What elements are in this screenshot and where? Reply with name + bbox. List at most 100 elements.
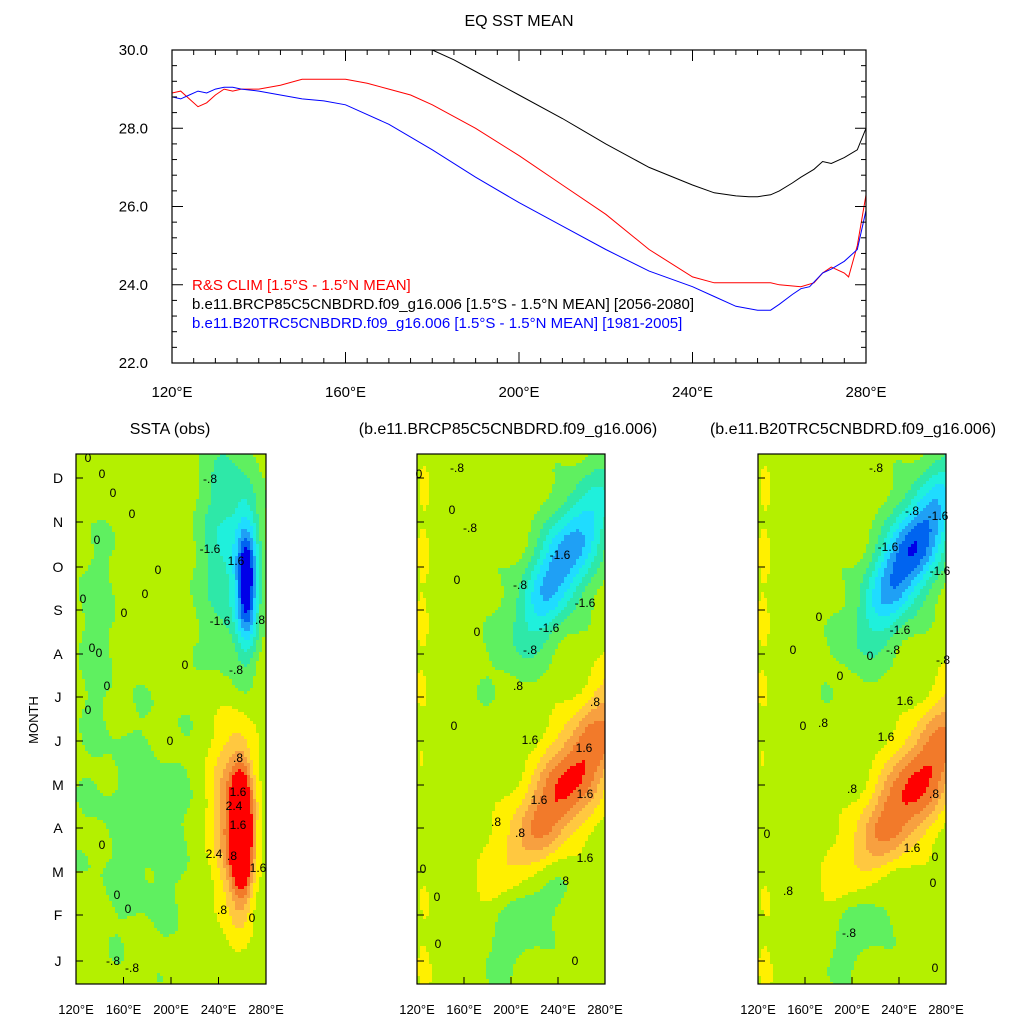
contour-label: 0 [435,937,442,951]
panel-x-tick-label: 160°E [787,1002,823,1017]
contour-label: 1.6 [228,554,245,568]
panel-x-tick-label: 280°E [928,1002,964,1017]
contour-label: .8 [255,613,265,627]
contour-label: 1.6 [577,787,594,801]
panel-20tr-title: (b.e11.B20TRC5CNBDRD.f09_g16.006) [710,421,996,438]
legend-entry-rcp85: b.e11.BRCP85C5CNBDRD.f09_g16.006 [1.5°S … [192,296,694,313]
month-tick-label: J [55,953,62,969]
contour-label: .8 [233,751,243,765]
contour-label: -.8 [513,578,527,592]
x-tick-label: 160°E [325,384,366,401]
y-axis-label-month: MONTH [26,696,41,744]
contour-label: 0 [99,838,106,852]
line-series-group [172,50,866,311]
contour-label: 1.6 [904,841,921,855]
month-tick-label: J [55,689,62,705]
contour-label: -.8 [905,504,919,518]
month-tick-label: A [53,646,63,662]
contour-label: -1.6 [200,542,221,556]
contour-label: -1.6 [550,548,571,562]
contour-label: -.8 [842,926,856,940]
line-series-1 [432,50,866,198]
legend: R&S CLIM [1.5°S - 1.5°N MEAN] b.e11.BRCP… [192,277,694,332]
contour-label: -.8 [229,663,243,677]
contour-label: 1.6 [577,851,594,865]
contour-label: 0 [85,703,92,717]
panel-20tr: (b.e11.B20TRC5CNBDRD.f09_g16.006) 120°E 1… [710,421,996,1017]
legend-entry-rs-clim: R&S CLIM [1.5°S - 1.5°N MEAN] [192,277,411,294]
contour-label: 0 [129,507,136,521]
contour-label: 0 [167,734,174,748]
contour-label: .8 [559,874,569,888]
panel-obs-title: SSTA (obs) [130,421,211,438]
contour-label: 0 [99,467,106,481]
panel-x-tick-label: 200°E [493,1002,529,1017]
line-series-2 [172,86,866,311]
contour-label: .8 [227,849,237,863]
contour-label: -.8 [936,653,950,667]
contour-label: 1.6 [522,733,539,747]
contour-label: 0 [454,573,461,587]
contour-label: 0 [96,646,103,660]
contour-label: .8 [217,903,227,917]
contour-label: 0 [80,592,87,606]
contour-label: 0 [110,486,117,500]
contour-label: -.8 [886,643,900,657]
panel-x-tick-label: 120°E [740,1002,776,1017]
contour-label: -1.6 [878,540,899,554]
y-tick-label: 24.0 [119,277,148,294]
contour-label: -1.6 [575,596,596,610]
panel-x-tick-label: 200°E [834,1002,870,1017]
contour-label: -.8 [523,643,537,657]
contour-label: 0 [449,503,456,517]
x-tick-label: 280°E [845,384,886,401]
contour-label: -.8 [125,961,139,975]
contour-label: 0 [930,876,937,890]
contour-label: .8 [929,787,939,801]
contour-label: .8 [783,884,793,898]
contour-label: 0 [474,625,481,639]
contour-label: -.8 [203,472,217,486]
contour-fill [417,454,605,984]
month-tick-label: A [53,820,63,836]
panel-x-tick-label: 240°E [540,1002,576,1017]
contour-label: 1.6 [230,785,247,799]
line-series-0 [172,78,866,288]
contour-label: .8 [818,716,828,730]
contour-label: 0 [790,643,797,657]
panel-x-tick-label: 200°E [153,1002,189,1017]
contour-label: 0 [121,606,128,620]
panel-x-tick-label: 160°E [446,1002,482,1017]
y-tick-label: 26.0 [119,199,148,216]
panel-obs: SSTA (obs) 120°E 160°E 200°E 240°E 280°E J F M A… [52,421,284,1017]
contour-label: -.8 [450,461,464,475]
panel-rcp85-body: 120°E 160°E 200°E 240°E 280°E0000000-.8-.8-1… [399,453,623,1017]
contour-label: 0 [932,961,939,975]
contour-label: .8 [513,679,523,693]
contour-label: 0 [114,888,121,902]
contour-label: 0 [94,533,101,547]
contour-label: -1.6 [930,564,951,578]
y-tick-label: 28.0 [119,120,148,137]
month-tick-label: N [53,514,63,530]
legend-entry-20tr: b.e11.B20TRC5CNBDRD.f09_g16.006 [1.5°S -… [192,315,682,332]
contour-label: -1.6 [210,614,231,628]
contour-label: 0 [142,587,149,601]
panel-obs-body: 120°E 160°E 200°E 240°E 280°EJFMAMJJASOND000… [52,451,284,1017]
contour-label: 0 [816,610,823,624]
contour-label: 0 [572,954,579,968]
contour-label: 0 [89,641,96,655]
panel-x-tick-label: 280°E [587,1002,623,1017]
contour-label: 2.4 [206,847,223,861]
contour-label: 0 [867,649,874,663]
month-tick-label: O [53,559,64,575]
x-tick-label: 240°E [672,384,713,401]
panel-x-tick-label: 240°E [201,1002,237,1017]
contour-label: 0 [416,467,423,481]
x-tick-label: 120°E [151,384,192,401]
month-tick-label: M [52,777,64,793]
contour-label: 0 [104,679,111,693]
panel-x-tick-label: 240°E [881,1002,917,1017]
contour-label: .8 [847,782,857,796]
contour-label: 0 [182,658,189,672]
